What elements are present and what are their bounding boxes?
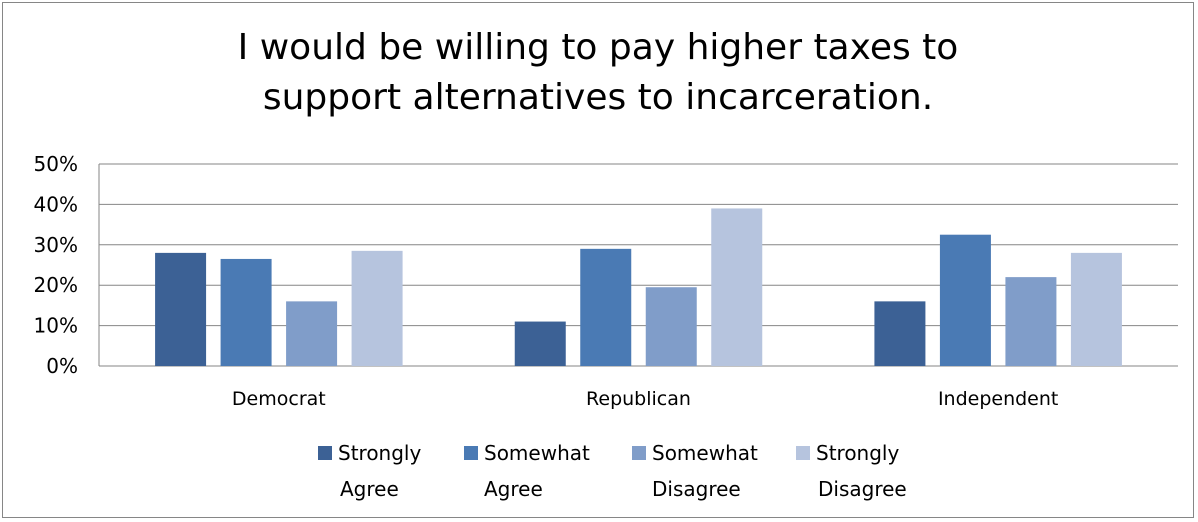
y-tick-label: 30%: [34, 233, 78, 257]
category-label: Independent: [938, 388, 1058, 410]
legend-label: Somewhat: [652, 441, 758, 465]
category-label: Republican: [586, 388, 691, 410]
bar: [711, 208, 763, 366]
legend-label: Disagree: [652, 477, 741, 501]
legend-swatch: [632, 446, 646, 460]
y-tick-label: 10%: [34, 314, 78, 338]
legend-label: Agree: [484, 477, 543, 501]
legend-swatch: [464, 446, 478, 460]
category-label: Democrat: [232, 388, 326, 410]
bar: [514, 321, 566, 366]
bar: [1005, 277, 1057, 366]
legend-label: Agree: [340, 477, 399, 501]
legend-swatch: [796, 446, 810, 460]
bar: [939, 234, 991, 366]
bar: [351, 250, 403, 366]
legend-label: Somewhat: [484, 441, 590, 465]
y-tick-label: 40%: [34, 192, 78, 216]
legend-swatch: [318, 446, 332, 460]
bar: [645, 287, 697, 366]
y-tick-label: 0%: [46, 354, 78, 378]
bar: [1070, 252, 1122, 366]
bar: [155, 252, 207, 366]
bar: [580, 248, 632, 366]
chart-title: I would be willing to pay higher taxes t…: [237, 27, 959, 118]
bar: [874, 301, 926, 366]
y-tick-label: 50%: [34, 152, 78, 176]
bar: [286, 301, 338, 366]
legend-label: Strongly: [338, 441, 421, 465]
legend-label: Disagree: [818, 477, 907, 501]
y-tick-label: 20%: [34, 273, 78, 297]
legend-label: Strongly: [816, 441, 899, 465]
bar: [220, 258, 272, 366]
